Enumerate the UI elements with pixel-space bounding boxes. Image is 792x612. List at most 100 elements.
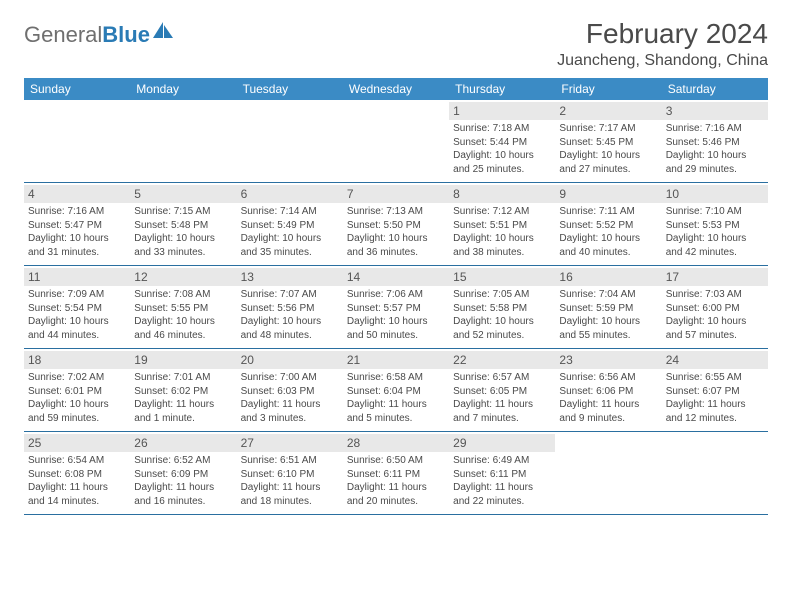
day-cell: 19 Sunrise: 7:01 AMSunset: 6:02 PMDayligh… <box>130 349 236 431</box>
weekday-header-row: Sunday Monday Tuesday Wednesday Thursday… <box>24 78 768 100</box>
day-sun-info: Sunrise: 7:17 AMSunset: 5:45 PMDaylight:… <box>559 122 657 176</box>
empty-day-cell <box>662 432 768 514</box>
day-cell: 16 Sunrise: 7:04 AMSunset: 5:59 PMDayligh… <box>555 266 661 348</box>
day-sun-info: Sunrise: 6:58 AMSunset: 6:04 PMDaylight:… <box>347 371 445 425</box>
calendar-grid: Sunday Monday Tuesday Wednesday Thursday… <box>24 78 768 515</box>
empty-day-cell <box>343 100 449 182</box>
page-header: GeneralBlue February 2024 Juancheng, Sha… <box>24 18 768 70</box>
day-number: 3 <box>662 102 768 120</box>
day-number: 5 <box>130 185 236 203</box>
day-sun-info: Sunrise: 6:55 AMSunset: 6:07 PMDaylight:… <box>666 371 764 425</box>
day-number: 17 <box>662 268 768 286</box>
title-block: February 2024 Juancheng, Shandong, China <box>557 18 768 70</box>
day-number: 2 <box>555 102 661 120</box>
day-number: 6 <box>237 185 343 203</box>
day-sun-info: Sunrise: 6:50 AMSunset: 6:11 PMDaylight:… <box>347 454 445 508</box>
day-cell: 8Sunrise: 7:12 AMSunset: 5:51 PMDaylight… <box>449 183 555 265</box>
day-sun-info: Sunrise: 6:49 AMSunset: 6:11 PMDaylight:… <box>453 454 551 508</box>
day-cell: 24Sunrise: 6:55 AMSunset: 6:07 PMDayligh… <box>662 349 768 431</box>
day-number: 13 <box>237 268 343 286</box>
day-sun-info: Sunrise: 7:18 AMSunset: 5:44 PMDaylight:… <box>453 122 551 176</box>
day-cell: 15 Sunrise: 7:05 AMSunset: 5:58 PMDayligh… <box>449 266 555 348</box>
day-sun-info: Sunrise: 7:11 AMSunset: 5:52 PMDaylight:… <box>559 205 657 259</box>
weekday-header: Wednesday <box>343 78 449 100</box>
empty-day-cell <box>24 100 130 182</box>
day-number: 4 <box>24 185 130 203</box>
day-number: 14 <box>343 268 449 286</box>
day-sun-info: Sunrise: 7:05 AMSunset: 5:58 PMDaylight:… <box>453 288 551 342</box>
day-number: 21 <box>343 351 449 369</box>
week-row: 1 Sunrise: 7:18 AMSunset: 5:44 PMDaylight… <box>24 100 768 183</box>
weeks-container: 1 Sunrise: 7:18 AMSunset: 5:44 PMDaylight… <box>24 100 768 515</box>
day-sun-info: Sunrise: 7:12 AMSunset: 5:51 PMDaylight:… <box>453 205 551 259</box>
day-sun-info: Sunrise: 7:14 AMSunset: 5:49 PMDaylight:… <box>241 205 339 259</box>
day-sun-info: Sunrise: 7:02 AMSunset: 6:01 PMDaylight:… <box>28 371 126 425</box>
day-number: 11 <box>24 268 130 286</box>
day-number: 25 <box>24 434 130 452</box>
day-number: 20 <box>237 351 343 369</box>
weekday-header: Friday <box>555 78 661 100</box>
day-cell: 29 Sunrise: 6:49 AMSunset: 6:11 PMDayligh… <box>449 432 555 514</box>
day-sun-info: Sunrise: 7:13 AMSunset: 5:50 PMDaylight:… <box>347 205 445 259</box>
day-cell: 14 Sunrise: 7:06 AMSunset: 5:57 PMDayligh… <box>343 266 449 348</box>
week-row: 11 Sunrise: 7:09 AMSunset: 5:54 PMDayligh… <box>24 266 768 349</box>
day-cell: 11 Sunrise: 7:09 AMSunset: 5:54 PMDayligh… <box>24 266 130 348</box>
day-cell: 20 Sunrise: 7:00 AMSunset: 6:03 PMDayligh… <box>237 349 343 431</box>
day-number: 26 <box>130 434 236 452</box>
day-cell: 1 Sunrise: 7:18 AMSunset: 5:44 PMDaylight… <box>449 100 555 182</box>
day-sun-info: Sunrise: 7:04 AMSunset: 5:59 PMDaylight:… <box>559 288 657 342</box>
empty-day-cell <box>130 100 236 182</box>
day-cell: 4 Sunrise: 7:16 AMSunset: 5:47 PMDaylight… <box>24 183 130 265</box>
empty-day-cell <box>555 432 661 514</box>
day-number: 27 <box>237 434 343 452</box>
day-sun-info: Sunrise: 7:00 AMSunset: 6:03 PMDaylight:… <box>241 371 339 425</box>
week-row: 18 Sunrise: 7:02 AMSunset: 6:01 PMDayligh… <box>24 349 768 432</box>
day-cell: 27 Sunrise: 6:51 AMSunset: 6:10 PMDayligh… <box>237 432 343 514</box>
day-sun-info: Sunrise: 7:16 AMSunset: 5:47 PMDaylight:… <box>28 205 126 259</box>
day-sun-info: Sunrise: 7:15 AMSunset: 5:48 PMDaylight:… <box>134 205 232 259</box>
day-number: 15 <box>449 268 555 286</box>
day-cell: 13Sunrise: 7:07 AMSunset: 5:56 PMDayligh… <box>237 266 343 348</box>
day-cell: 28 Sunrise: 6:50 AMSunset: 6:11 PMDayligh… <box>343 432 449 514</box>
day-cell: 25 Sunrise: 6:54 AMSunset: 6:08 PMDayligh… <box>24 432 130 514</box>
day-sun-info: Sunrise: 7:06 AMSunset: 5:57 PMDaylight:… <box>347 288 445 342</box>
day-cell: 21 Sunrise: 6:58 AMSunset: 6:04 PMDayligh… <box>343 349 449 431</box>
day-number: 23 <box>555 351 661 369</box>
calendar-page: GeneralBlue February 2024 Juancheng, Sha… <box>0 0 792 533</box>
day-number: 29 <box>449 434 555 452</box>
day-cell: 10 Sunrise: 7:10 AMSunset: 5:53 PMDayligh… <box>662 183 768 265</box>
day-sun-info: Sunrise: 7:09 AMSunset: 5:54 PMDaylight:… <box>28 288 126 342</box>
weekday-header: Monday <box>130 78 236 100</box>
day-cell: 7 Sunrise: 7:13 AMSunset: 5:50 PMDaylight… <box>343 183 449 265</box>
day-sun-info: Sunrise: 6:51 AMSunset: 6:10 PMDaylight:… <box>241 454 339 508</box>
empty-day-cell <box>237 100 343 182</box>
day-cell: 12Sunrise: 7:08 AMSunset: 5:55 PMDayligh… <box>130 266 236 348</box>
week-row: 25 Sunrise: 6:54 AMSunset: 6:08 PMDayligh… <box>24 432 768 515</box>
logo: GeneralBlue <box>24 22 175 48</box>
day-number: 10 <box>662 185 768 203</box>
day-cell: 6 Sunrise: 7:14 AMSunset: 5:49 PMDaylight… <box>237 183 343 265</box>
day-sun-info: Sunrise: 7:01 AMSunset: 6:02 PMDaylight:… <box>134 371 232 425</box>
day-sun-info: Sunrise: 6:54 AMSunset: 6:08 PMDaylight:… <box>28 454 126 508</box>
day-cell: 26 Sunrise: 6:52 AMSunset: 6:09 PMDayligh… <box>130 432 236 514</box>
day-sun-info: Sunrise: 6:56 AMSunset: 6:06 PMDaylight:… <box>559 371 657 425</box>
day-sun-info: Sunrise: 7:16 AMSunset: 5:46 PMDaylight:… <box>666 122 764 176</box>
day-number: 19 <box>130 351 236 369</box>
week-row: 4 Sunrise: 7:16 AMSunset: 5:47 PMDaylight… <box>24 183 768 266</box>
day-number: 9 <box>555 185 661 203</box>
day-cell: 18 Sunrise: 7:02 AMSunset: 6:01 PMDayligh… <box>24 349 130 431</box>
day-cell: 9 Sunrise: 7:11 AMSunset: 5:52 PMDaylight… <box>555 183 661 265</box>
day-sun-info: Sunrise: 6:57 AMSunset: 6:05 PMDaylight:… <box>453 371 551 425</box>
logo-sail-icon <box>153 22 175 45</box>
weekday-header: Sunday <box>24 78 130 100</box>
day-number: 16 <box>555 268 661 286</box>
day-number: 7 <box>343 185 449 203</box>
day-number: 1 <box>449 102 555 120</box>
day-sun-info: Sunrise: 7:10 AMSunset: 5:53 PMDaylight:… <box>666 205 764 259</box>
day-sun-info: Sunrise: 6:52 AMSunset: 6:09 PMDaylight:… <box>134 454 232 508</box>
day-number: 18 <box>24 351 130 369</box>
day-cell: 2 Sunrise: 7:17 AMSunset: 5:45 PMDaylight… <box>555 100 661 182</box>
month-title: February 2024 <box>557 18 768 50</box>
day-cell: 3 Sunrise: 7:16 AMSunset: 5:46 PMDaylight… <box>662 100 768 182</box>
day-number: 28 <box>343 434 449 452</box>
